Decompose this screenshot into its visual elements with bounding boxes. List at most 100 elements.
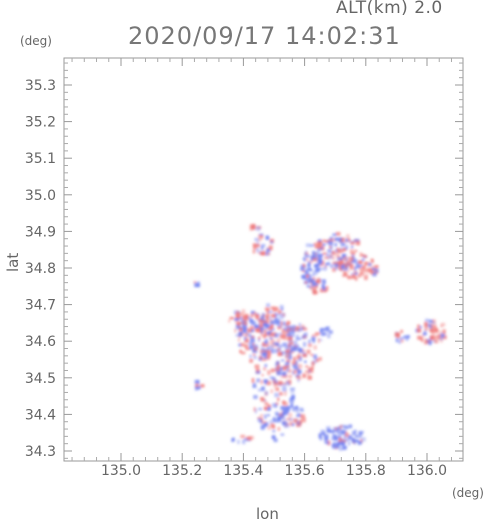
echo-pixel [321,284,325,288]
echo-pixel [363,255,368,258]
echo-pixel [285,333,291,337]
echo-pixel [328,241,334,246]
echo-pixel [353,271,358,274]
echo-pixel [416,328,422,333]
echo-pixel [322,252,327,255]
echo-pixel [326,441,329,445]
echo-pixel [337,442,340,448]
echo-pixel [271,332,277,337]
echo-pixel [263,320,266,324]
echo-pixel [279,392,284,396]
echo-pixel [312,290,317,294]
echo-pixel [238,343,242,347]
echo-pixel [432,325,437,330]
echo-pixel [267,414,270,417]
echo-pixel [271,377,276,381]
echo-pixel [270,348,274,354]
echo-pixel [257,418,262,423]
echo-pixel [293,346,298,351]
echo-pixel [342,253,346,259]
echo-pixel [275,307,279,311]
echo-pixel [281,321,286,326]
echo-pixel [364,268,369,271]
echo-pixel [332,444,336,449]
echo-pixel [238,316,242,319]
echo-pixel [299,419,302,425]
echo-pixel [292,406,295,412]
echo-pixel [348,238,351,242]
echo-pixel [352,240,356,243]
echo-pixel [288,332,291,337]
echo-pixel [317,279,321,284]
echo-pixel [286,331,291,334]
echo-pixel [249,325,253,329]
echo-pixel [344,256,347,262]
echo-pixel [361,258,365,261]
echo-pixel [250,313,253,318]
echo-pixel [322,327,326,332]
altitude-label: ALT(km) 2.0 [336,0,443,18]
echo-pixel [235,313,240,319]
echo-pixel [351,274,357,279]
echo-pixel [303,333,307,337]
echo-pixel [333,261,337,267]
echo-pixel [282,313,286,317]
echo-pixel [334,437,338,441]
echo-pixel [354,272,358,275]
echo-pixel [260,316,265,320]
echo-pixel [428,324,433,328]
echo-pixel [344,259,348,262]
echo-pixel [431,323,437,328]
echo-pixel [251,311,254,315]
echo-pixel [293,345,297,349]
echo-pixel [270,329,273,332]
echo-pixel [328,238,333,243]
echo-pixel [440,322,446,327]
echo-pixel [357,274,362,278]
echo-pixel [272,426,275,429]
echo-pixel [323,433,326,437]
echo-pixel [254,364,260,369]
echo-pixel [302,341,307,347]
echo-pixel [315,251,319,257]
echo-pixel [324,440,328,444]
echo-pixel [315,282,318,285]
echo-pixel [338,261,343,265]
echo-pixel [261,374,264,377]
echo-pixel [277,381,283,385]
echo-pixel [340,264,345,269]
echo-pixel [228,319,231,323]
echo-pixel [261,357,265,362]
echo-pixel [231,438,235,443]
echo-pixel [302,263,306,269]
echo-pixel [288,379,292,385]
lon-axis-label: lon [256,505,279,523]
echo-pixel [261,321,264,324]
echo-pixel [279,305,284,310]
echo-pixel [375,265,378,269]
echo-pixel [280,405,285,410]
echo-pixel [319,263,323,267]
echo-pixel [287,355,292,360]
echo-pixel [289,327,293,332]
echo-pixel [277,313,281,316]
timestamp-title: 2020/09/17 14:02:31 [128,22,401,50]
echo-pixel [266,314,271,317]
echo-pixel [264,414,267,420]
echo-pixel [264,357,267,361]
echo-pixel [306,285,311,288]
echo-pixel [280,413,285,418]
echo-pixel [308,274,312,279]
echo-pixel [263,326,268,330]
echo-pixel [311,255,317,261]
echo-pixel [261,312,266,317]
lon-tick-label: 135.4 [223,463,263,479]
echo-pixel [273,419,279,423]
echo-pixel [285,355,290,360]
echo-pixel [337,248,342,254]
echo-pixel [241,351,246,355]
echo-pixel [312,252,316,257]
echo-pixel [284,335,289,341]
echo-pixel [264,422,269,427]
echo-pixel [275,402,279,405]
